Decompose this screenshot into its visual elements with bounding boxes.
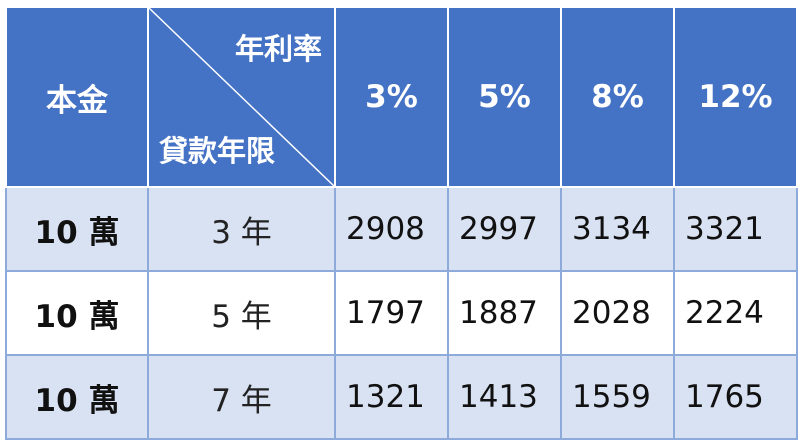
rate-header: 8%: [560, 6, 675, 188]
annual-rate-label: 年利率: [234, 32, 322, 66]
rate-header: 12%: [673, 6, 798, 188]
term-cell: 5 年: [147, 270, 336, 356]
diagonal-line: [150, 9, 333, 185]
payment-cell: 2224: [673, 270, 798, 356]
principal-cell: 10 萬: [5, 186, 149, 272]
payment-cell: 1887: [447, 270, 562, 356]
header-row: 本金 年利率 貸款年限 3% 5% 8% 12%: [5, 6, 798, 188]
payment-cell: 1765: [673, 354, 798, 440]
payment-cell: 3321: [673, 186, 798, 272]
payment-cell: 2028: [560, 270, 675, 356]
rate-header: 5%: [447, 6, 562, 188]
table-row: 10 萬 3 年 2908 2997 3134 3321: [5, 186, 798, 272]
table-row: 10 萬 5 年 1797 1887 2028 2224: [5, 270, 798, 356]
term-cell: 3 年: [147, 186, 336, 272]
payment-cell: 1321: [334, 354, 449, 440]
payment-cell: 2908: [334, 186, 449, 272]
payment-cell: 1559: [560, 354, 675, 440]
diagonal-corner-header: 年利率 貸款年限: [147, 6, 336, 188]
payment-cell: 1413: [447, 354, 562, 440]
loan-payment-table: 本金 年利率 貸款年限 3% 5% 8% 12% 10 萬 3 年 2908: [5, 6, 798, 440]
term-cell: 7 年: [147, 354, 336, 440]
table-row: 10 萬 7 年 1321 1413 1559 1765: [5, 354, 798, 440]
loan-term-label: 貸款年限: [159, 134, 276, 168]
rate-header: 3%: [334, 6, 449, 188]
principal-cell: 10 萬: [5, 354, 149, 440]
payment-cell: 2997: [447, 186, 562, 272]
payment-cell: 3134: [560, 186, 675, 272]
principal-cell: 10 萬: [5, 270, 149, 356]
principal-header: 本金: [5, 6, 149, 188]
payment-cell: 1797: [334, 270, 449, 356]
